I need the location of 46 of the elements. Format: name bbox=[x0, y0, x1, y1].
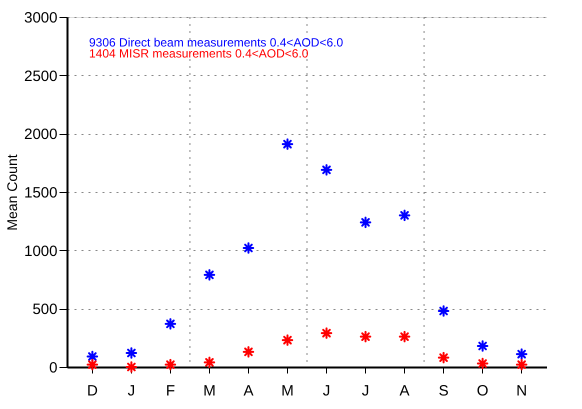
x-tick-label: M bbox=[203, 382, 216, 400]
point bbox=[86, 358, 98, 370]
point bbox=[164, 358, 176, 370]
point bbox=[164, 318, 176, 330]
point bbox=[438, 352, 450, 364]
y-tick-label: 0 bbox=[49, 360, 58, 376]
point bbox=[320, 327, 332, 339]
x-tick-label: S bbox=[438, 382, 449, 400]
point bbox=[204, 269, 216, 281]
x-tick-label: J bbox=[362, 382, 370, 400]
point bbox=[476, 358, 488, 370]
point bbox=[126, 361, 138, 373]
point bbox=[360, 330, 372, 342]
point bbox=[282, 138, 294, 150]
point bbox=[320, 164, 332, 176]
point bbox=[438, 305, 450, 317]
y-axis-title: Mean Count bbox=[4, 154, 20, 231]
y-tick-label: 1500 bbox=[24, 184, 58, 202]
x-tick-label: F bbox=[166, 382, 175, 400]
point bbox=[86, 350, 98, 362]
y-tick-label: 500 bbox=[32, 301, 58, 318]
x-tick-label: J bbox=[322, 382, 330, 400]
point bbox=[516, 358, 528, 370]
point bbox=[398, 210, 410, 222]
x-tick-label: A bbox=[400, 382, 410, 400]
y-tick-label: 3000 bbox=[24, 10, 58, 26]
y-tick-label: 2000 bbox=[24, 126, 58, 144]
text: 9306 Direct beam measurements 0.4<AOD<6.0 bbox=[89, 36, 344, 50]
x-tick-label: O bbox=[476, 382, 488, 400]
x-tick-label: D bbox=[86, 382, 98, 400]
text: 1404 MISR measurements 0.4<AOD<6.0 bbox=[89, 46, 309, 60]
y-tick-label: 2500 bbox=[24, 68, 58, 85]
point bbox=[476, 340, 488, 352]
x-tick-label: J bbox=[128, 382, 136, 400]
x-tick-label: M bbox=[281, 382, 294, 400]
point bbox=[242, 346, 254, 358]
x-tick-label: N bbox=[516, 382, 528, 400]
point bbox=[516, 348, 528, 360]
point bbox=[282, 334, 294, 346]
point bbox=[242, 242, 254, 254]
y-tick-label: 1000 bbox=[24, 242, 58, 260]
point bbox=[398, 330, 410, 342]
point bbox=[204, 356, 216, 368]
point bbox=[360, 216, 372, 228]
point bbox=[126, 347, 138, 359]
x-tick-label: A bbox=[243, 382, 254, 400]
